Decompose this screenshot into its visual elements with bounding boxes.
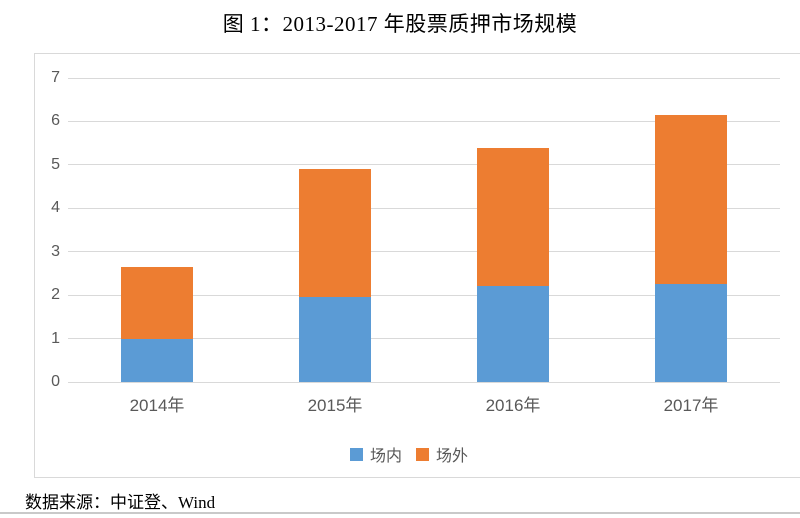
bar-segment bbox=[655, 284, 727, 382]
gridline bbox=[68, 381, 780, 383]
gridline bbox=[68, 338, 780, 340]
x-axis-label: 2017年 bbox=[663, 396, 719, 415]
x-axis-label: 2015年 bbox=[307, 396, 363, 415]
gridline bbox=[68, 120, 780, 122]
bar-segment bbox=[477, 147, 549, 287]
x-axis-label: 2014年 bbox=[129, 396, 185, 415]
legend: 场内 场外 bbox=[25, 442, 793, 466]
bar-segment bbox=[299, 169, 371, 298]
gridline bbox=[68, 77, 780, 79]
y-axis-tick-label: 3 bbox=[51, 242, 60, 260]
bar-segment bbox=[655, 114, 727, 285]
figure-title: 图 1：2013-2017 年股票质押市场规模 bbox=[222, 12, 578, 36]
gridline bbox=[68, 294, 780, 296]
bar-segment bbox=[121, 338, 193, 382]
bar-segment bbox=[477, 286, 549, 382]
legend-item: 场内 bbox=[349, 442, 402, 466]
gridline bbox=[68, 207, 780, 209]
gridline bbox=[68, 164, 780, 166]
y-axis-tick-label: 7 bbox=[51, 69, 60, 86]
legend-item: 场外 bbox=[416, 442, 468, 466]
gridline bbox=[68, 251, 780, 253]
legend-label: 场内 bbox=[369, 448, 402, 465]
legend-swatch bbox=[416, 447, 429, 461]
y-axis-tick-label: 4 bbox=[51, 199, 60, 217]
chart-area: 0 1 2 3 4 5 6 7 2014年 2015年 2016年 2017年 场内 场外 bbox=[34, 53, 800, 478]
x-axis-label: 2016年 bbox=[485, 396, 541, 415]
bottom-divider bbox=[0, 512, 800, 514]
legend-swatch bbox=[349, 447, 363, 461]
y-axis-tick-label: 5 bbox=[51, 155, 60, 173]
plot-area: 0 1 2 3 4 5 6 7 bbox=[51, 69, 780, 390]
y-axis-tick-label: 1 bbox=[51, 329, 60, 347]
legend-label: 场外 bbox=[436, 448, 469, 465]
y-axis-tick-label: 2 bbox=[51, 286, 60, 304]
source-note: 数据来源：中证登、Wind bbox=[25, 493, 216, 512]
bar-segment bbox=[299, 297, 371, 382]
bar-segment bbox=[121, 266, 193, 339]
y-axis-tick-label: 6 bbox=[51, 112, 60, 130]
y-axis-tick-label: 0 bbox=[51, 373, 60, 390]
